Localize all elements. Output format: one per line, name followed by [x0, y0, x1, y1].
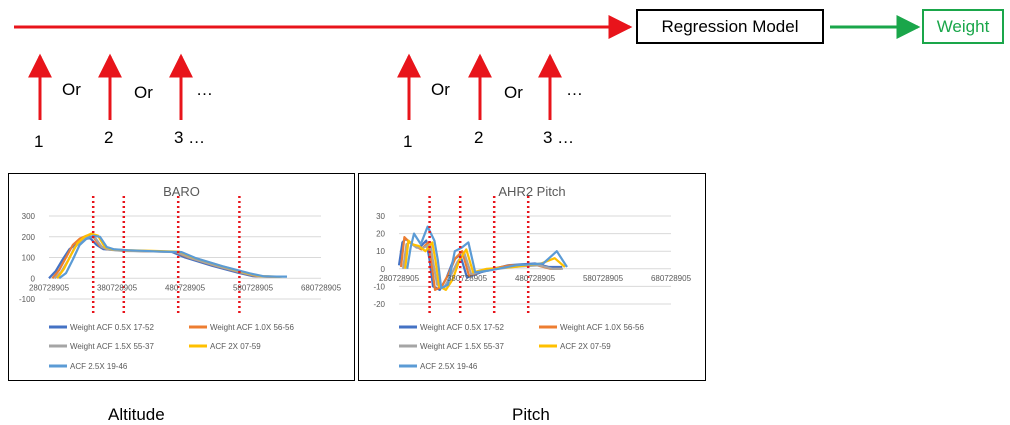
- right-number-1: 1: [403, 132, 412, 152]
- legend-label: Weight ACF 1.5X 55-37: [420, 342, 504, 351]
- legend-label: Weight ACF 0.5X 17-52: [70, 323, 154, 332]
- left-or-1: Or: [62, 80, 81, 100]
- right-number-3: 3 …: [543, 128, 574, 148]
- baro-chart: BARO 300 200 100 0 -100 280728905 380728905 4807…: [9, 174, 354, 380]
- flow-arrows: [0, 0, 1010, 160]
- chart-title: BARO: [163, 184, 200, 199]
- x-tick-label: 480728905: [515, 274, 556, 283]
- left-number-1: 1: [34, 132, 43, 152]
- regression-model-label: Regression Model: [661, 17, 798, 37]
- y-tick-label: 300: [22, 212, 36, 221]
- legend-label: ACF 2X 07-59: [560, 342, 611, 351]
- x-tick-label: 280728905: [29, 283, 70, 292]
- y-tick-label: 0: [381, 265, 386, 274]
- weight-output-box: Weight: [922, 9, 1004, 44]
- y-tick-label: 20: [376, 230, 385, 239]
- pitch-chart: AHR2 Pitch 30 20 10 0 -10 -20 280728905 38072890…: [359, 174, 705, 380]
- legend-label: Weight ACF 1.0X 56-56: [210, 323, 294, 332]
- right-or-2: Or: [504, 83, 523, 103]
- right-number-2: 2: [474, 128, 483, 148]
- x-tick-label: 680728905: [651, 274, 692, 283]
- y-tick-label: -20: [373, 300, 385, 309]
- pitch-chart-panel: AHR2 Pitch 30 20 10 0 -10 -20 280728905 38072890…: [358, 173, 706, 381]
- x-tick-label: 580728905: [233, 283, 274, 292]
- weight-output-label: Weight: [937, 17, 990, 37]
- right-or-1: Or: [431, 80, 450, 100]
- legend-label: ACF 2X 07-59: [210, 342, 261, 351]
- altitude-caption: Altitude: [108, 405, 165, 425]
- x-tick-label: 580728905: [583, 274, 624, 283]
- legend-label: Weight ACF 1.5X 55-37: [70, 342, 154, 351]
- y-tick-label: 30: [376, 212, 385, 221]
- legend-label: ACF 2.5X 19-46: [70, 362, 128, 371]
- x-tick-label: 380728905: [97, 283, 138, 292]
- legend-label: Weight ACF 1.0X 56-56: [560, 323, 644, 332]
- legend-label: ACF 2.5X 19-46: [420, 362, 478, 371]
- x-tick-label: 680728905: [301, 283, 342, 292]
- left-or-2: Or: [134, 83, 153, 103]
- regression-model-box: Regression Model: [636, 9, 824, 44]
- x-tick-label: 480728905: [165, 283, 206, 292]
- baro-chart-panel: BARO 300 200 100 0 -100 280728905 380728905 4807…: [8, 173, 355, 381]
- x-tick-label: 380728905: [447, 274, 488, 283]
- legend-label: Weight ACF 0.5X 17-52: [420, 323, 504, 332]
- pitch-caption: Pitch: [512, 405, 550, 425]
- chart-title: AHR2 Pitch: [498, 184, 565, 199]
- left-number-3: 3 …: [174, 128, 205, 148]
- y-tick-label: 200: [22, 233, 36, 242]
- x-tick-label: 280728905: [379, 274, 420, 283]
- y-tick-label: 10: [376, 247, 385, 256]
- left-number-2: 2: [104, 128, 113, 148]
- right-ellipsis: …: [566, 80, 583, 100]
- left-ellipsis: …: [196, 80, 213, 100]
- y-tick-label: -10: [373, 282, 385, 291]
- y-tick-label: 100: [22, 254, 36, 263]
- y-tick-label: 0: [31, 274, 36, 283]
- y-tick-label: -100: [19, 295, 36, 304]
